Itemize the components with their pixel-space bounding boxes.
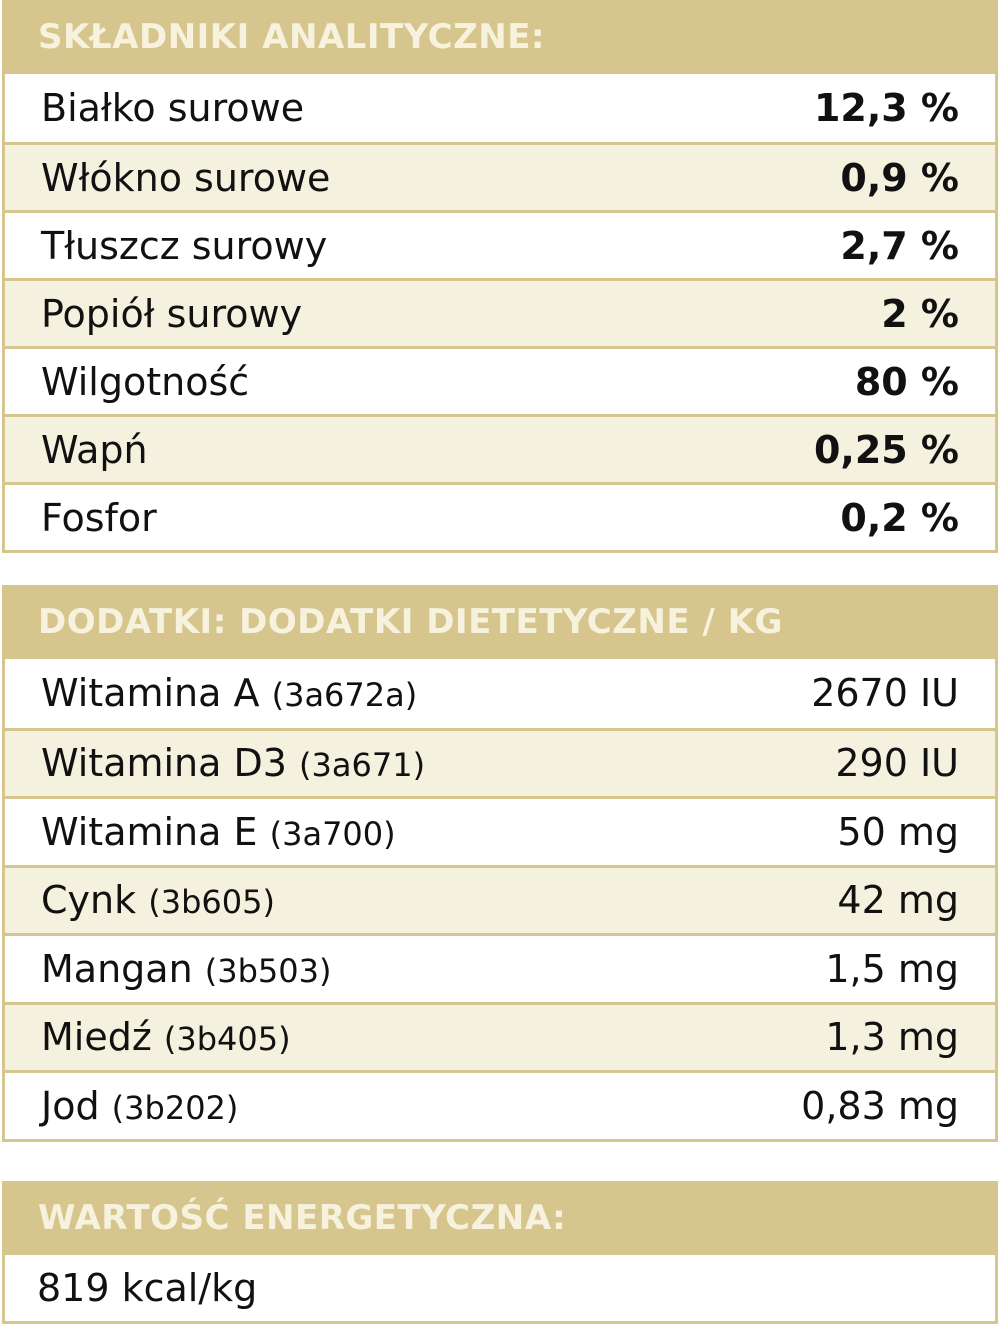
row-label: Tłuszcz surowy — [41, 223, 328, 268]
table-row: Witamina A (3a672a) 2670 IU — [5, 659, 995, 728]
energy-section: WARTOŚĆ ENERGETYCZNA: 819 kcal/kg — [2, 1181, 998, 1324]
table-row: Witamina D3 (3a671) 290 IU — [5, 727, 995, 796]
row-label: Jod — [41, 1083, 100, 1128]
table-row: Jod (3b202) 0,83 mg — [5, 1070, 995, 1139]
row-value: 1,3 mg — [825, 1015, 959, 1060]
row-label: Cynk — [41, 878, 137, 923]
table-row: Witamina E (3a700) 50 mg — [5, 796, 995, 865]
row-value: 2670 IU — [811, 671, 959, 716]
row-value: 2 % — [881, 291, 959, 336]
table-row: Wapń 0,25 % — [5, 414, 995, 482]
row-code: (3b503) — [204, 951, 332, 990]
row-label: Wapń — [41, 427, 148, 472]
row-label: Popiół surowy — [41, 291, 303, 336]
table-row: Wilgotność 80 % — [5, 346, 995, 414]
row-value: 0,9 % — [840, 155, 959, 200]
row-value: 0,2 % — [840, 495, 959, 540]
additives-section: DODATKI: DODATKI DIETETYCZNE / KG Witami… — [2, 585, 998, 1142]
row-code: (3a672a) — [271, 676, 418, 715]
row-label-group: Jod (3b202) — [41, 1084, 238, 1128]
row-label: Witamina D3 — [41, 741, 287, 786]
row-code: (3a700) — [269, 814, 396, 853]
row-label-group: Miedź (3b405) — [41, 1015, 291, 1059]
row-code: (3b605) — [148, 883, 275, 922]
energy-header: WARTOŚĆ ENERGETYCZNA: — [2, 1181, 998, 1255]
energy-table: 819 kcal/kg — [2, 1255, 998, 1324]
row-value: 50 mg — [837, 809, 959, 854]
row-code: (3b202) — [111, 1088, 239, 1127]
row-label: Wilgotność — [41, 359, 250, 404]
row-label: Miedź — [41, 1015, 152, 1060]
row-value: 290 IU — [835, 741, 959, 786]
row-code: (3b405) — [163, 1020, 291, 1059]
energy-value: 819 kcal/kg — [37, 1266, 258, 1310]
table-row: Miedź (3b405) 1,3 mg — [5, 1001, 995, 1070]
table-row: Mangan (3b503) 1,5 mg — [5, 933, 995, 1002]
table-row: Białko surowe 12,3 % — [5, 74, 995, 142]
row-value: 80 % — [854, 359, 959, 404]
row-label-group: Witamina A (3a672a) — [41, 671, 417, 715]
analytical-table: Białko surowe 12,3 % Włókno surowe 0,9 %… — [2, 74, 998, 553]
row-value: 1,5 mg — [825, 946, 959, 991]
row-label-group: Witamina D3 (3a671) — [41, 741, 425, 785]
row-label-group: Cynk (3b605) — [41, 878, 275, 922]
row-value: 12,3 % — [813, 86, 959, 130]
row-label: Witamina A — [41, 671, 260, 716]
table-row: Cynk (3b605) 42 mg — [5, 864, 995, 933]
row-label: Włókno surowe — [41, 155, 331, 200]
row-value: 2,7 % — [840, 223, 959, 268]
table-row: 819 kcal/kg — [5, 1255, 995, 1321]
additives-table: Witamina A (3a672a) 2670 IU Witamina D3 … — [2, 659, 998, 1142]
analytical-section: SKŁADNIKI ANALITYCZNE: Białko surowe 12,… — [2, 0, 998, 553]
row-label-group: Mangan (3b503) — [41, 947, 331, 991]
row-label: Fosfor — [41, 495, 157, 540]
table-row: Fosfor 0,2 % — [5, 482, 995, 550]
table-row: Popiół surowy 2 % — [5, 278, 995, 346]
row-label-group: Witamina E (3a700) — [41, 810, 396, 854]
row-value: 42 mg — [837, 878, 959, 923]
row-value: 0,83 mg — [801, 1083, 959, 1128]
additives-header: DODATKI: DODATKI DIETETYCZNE / KG — [2, 585, 998, 659]
analytical-header: SKŁADNIKI ANALITYCZNE: — [2, 0, 998, 74]
row-value: 0,25 % — [813, 427, 959, 472]
row-label: Białko surowe — [41, 86, 305, 130]
row-label: Mangan — [41, 946, 193, 991]
table-row: Tłuszcz surowy 2,7 % — [5, 210, 995, 278]
table-row: Włókno surowe 0,9 % — [5, 142, 995, 210]
row-label: Witamina E — [41, 809, 258, 854]
row-code: (3a671) — [299, 746, 426, 785]
